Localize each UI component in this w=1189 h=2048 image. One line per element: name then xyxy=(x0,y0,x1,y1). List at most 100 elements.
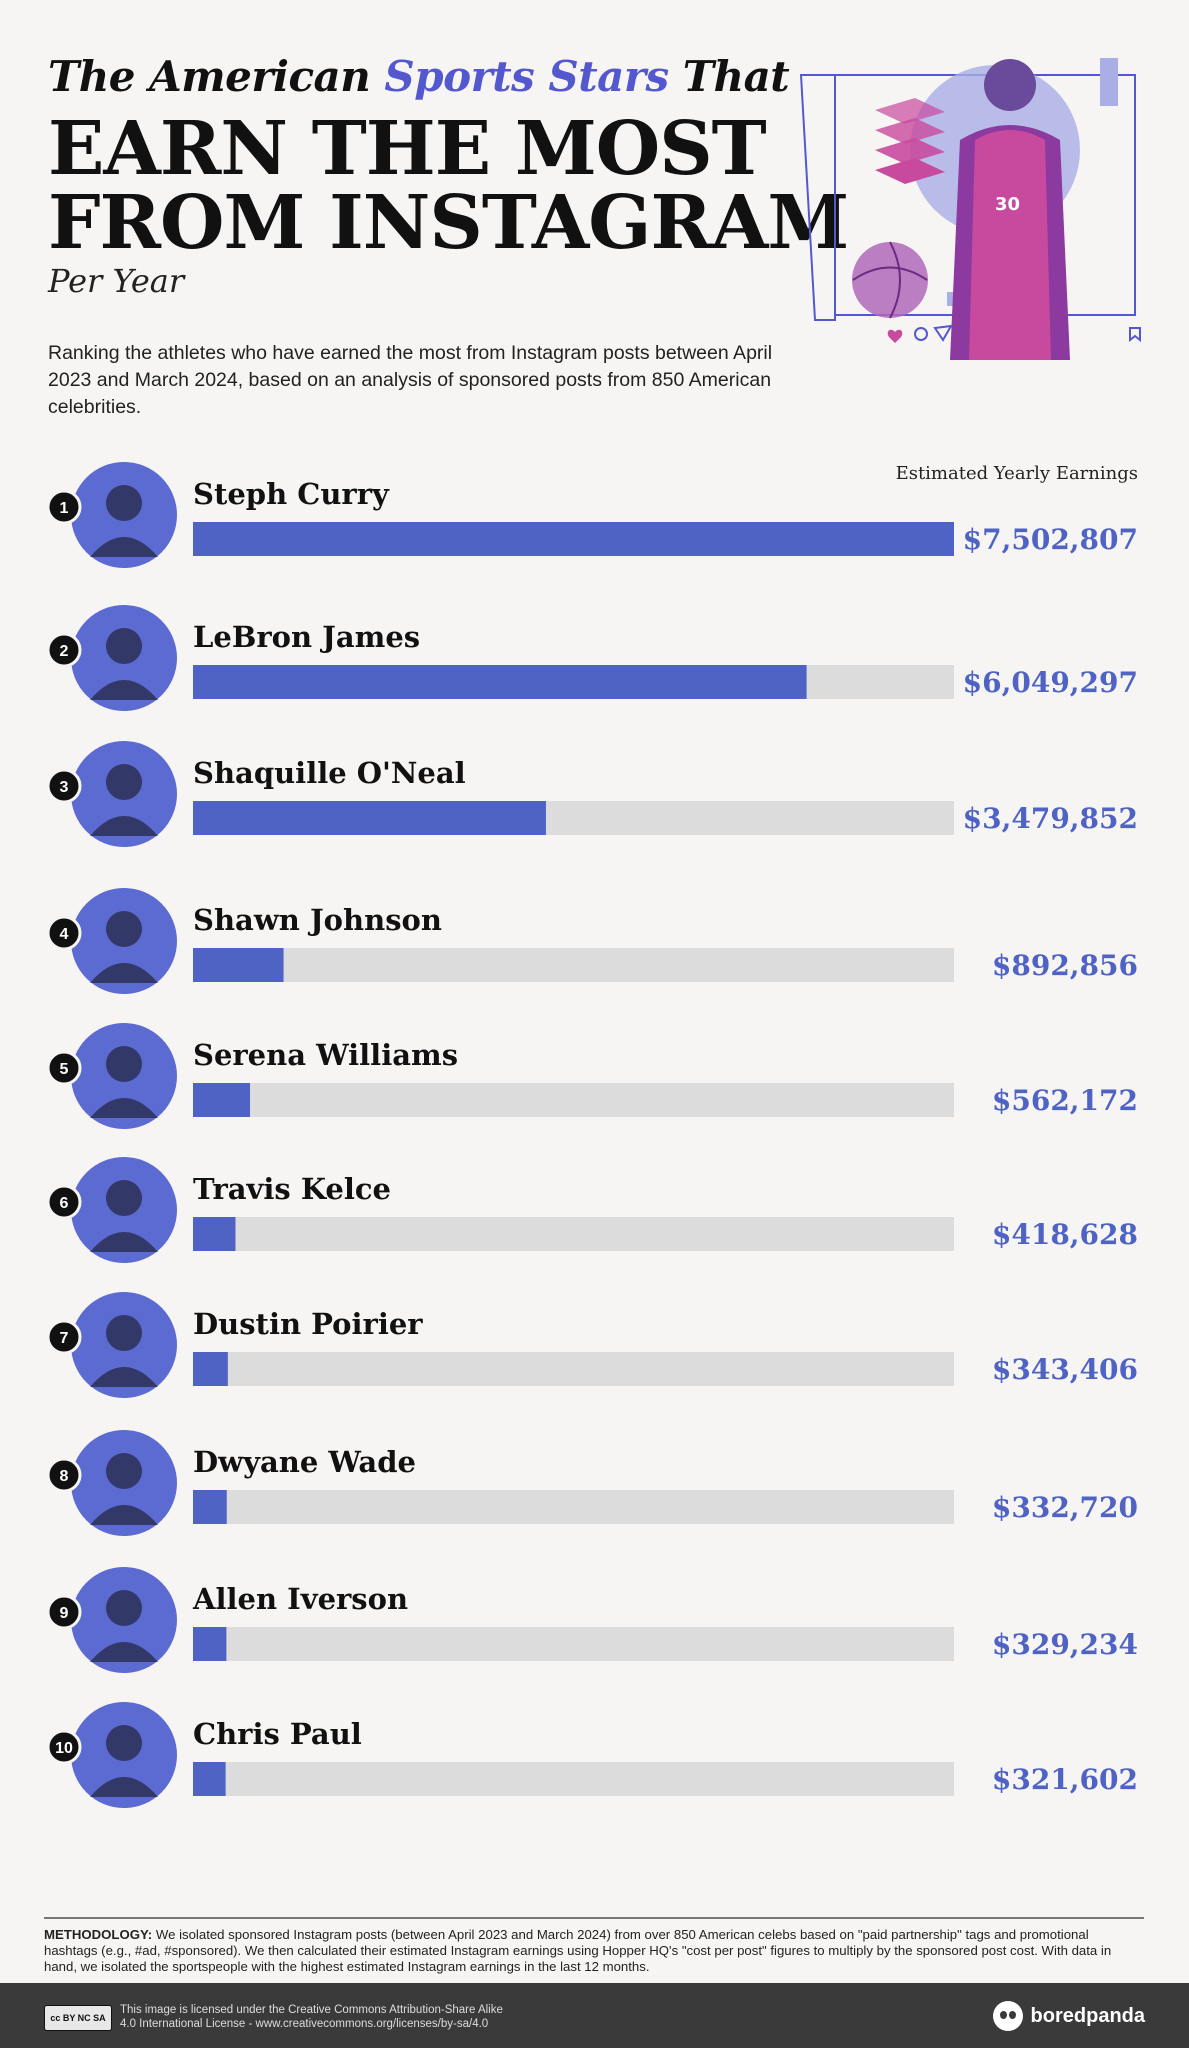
value-label: $329,234 xyxy=(992,1628,1138,1661)
avatar-head xyxy=(106,485,142,521)
rank-number: 2 xyxy=(60,643,69,660)
avatar-head xyxy=(106,764,142,800)
value-label: $343,406 xyxy=(992,1353,1138,1386)
bar xyxy=(193,1083,251,1117)
title-prefix: The American xyxy=(48,52,371,101)
avatar-head xyxy=(106,911,142,947)
athlete-name: Chris Paul xyxy=(193,1717,362,1751)
earnings-label: Estimated Yearly Earnings xyxy=(895,463,1138,484)
bar xyxy=(193,1490,227,1524)
avatar-shoulders xyxy=(90,1367,158,1387)
rank-number: 1 xyxy=(60,500,69,517)
title-suffix: That xyxy=(682,52,790,101)
rank-badge xyxy=(46,915,82,951)
bar xyxy=(193,1627,227,1661)
footer: cc BY NC SA This image is licensed under… xyxy=(0,1983,1189,2048)
athlete-name: Allen Iverson xyxy=(192,1582,408,1616)
rank-badge xyxy=(46,1594,82,1630)
value-label: $321,602 xyxy=(992,1763,1138,1796)
title-line-3: FROM INSTAGRAM xyxy=(48,180,849,266)
avatar-head xyxy=(106,1046,142,1082)
methodology-text: We isolated sponsored Instagram posts (b… xyxy=(44,1927,1112,1974)
avatar-head xyxy=(106,1725,142,1761)
bar xyxy=(193,665,807,699)
bar xyxy=(193,1762,226,1796)
avatar-shoulders xyxy=(90,1098,158,1118)
title-line-2: EARN THE MOST xyxy=(48,106,767,192)
avatar-shoulders xyxy=(90,1505,158,1525)
bar-track xyxy=(193,1083,954,1117)
athlete-name: Dwyane Wade xyxy=(193,1445,416,1479)
bar xyxy=(193,1217,236,1251)
cc-license-icon: cc BY NC SA xyxy=(44,2005,112,2031)
rank-badge xyxy=(46,1729,82,1765)
rank-badge xyxy=(46,1457,82,1493)
avatar-shoulders xyxy=(90,816,158,836)
athlete-figure: 30 xyxy=(950,59,1070,360)
avatar-head xyxy=(106,1453,142,1489)
rank-number: 3 xyxy=(60,779,69,796)
comment-icon xyxy=(914,327,928,341)
methodology-label: METHODOLOGY: xyxy=(44,1927,153,1942)
rank-badge xyxy=(46,489,82,525)
rank-number: 8 xyxy=(60,1468,69,1485)
avatar-shoulders xyxy=(90,1232,158,1252)
rank-number: 6 xyxy=(60,1195,69,1212)
value-label: $6,049,297 xyxy=(963,666,1138,699)
bookmark-icon xyxy=(1129,327,1141,343)
brand-name: boredpanda xyxy=(1030,2004,1145,2027)
value-label: $332,720 xyxy=(992,1491,1138,1524)
athlete-name: Shaquille O'Neal xyxy=(193,756,466,790)
bar-track xyxy=(193,948,954,982)
license-line-2: 4.0 International License - www.creative… xyxy=(120,2018,489,2030)
rank-number: 7 xyxy=(60,1330,69,1347)
subtitle: Per Year xyxy=(48,262,185,300)
value-label: $562,172 xyxy=(992,1084,1138,1117)
rank-number: 10 xyxy=(55,1740,73,1757)
hero-illustration: 30 xyxy=(799,58,1141,360)
send-icon xyxy=(933,324,953,342)
rank-badge xyxy=(46,768,82,804)
bar xyxy=(193,1352,228,1386)
description: Ranking the athletes who have earned the… xyxy=(48,342,773,418)
basketball-icon xyxy=(852,242,928,318)
bar-track xyxy=(193,1217,954,1251)
rank-badge xyxy=(46,1184,82,1220)
license-text: This image is licensed under the Creativ… xyxy=(120,2003,600,2031)
bar xyxy=(193,522,954,556)
value-label: $418,628 xyxy=(992,1218,1138,1251)
avatar-shoulders xyxy=(90,537,158,557)
value-label: $892,856 xyxy=(992,949,1138,982)
bar-track xyxy=(193,1490,954,1524)
athlete-name: Travis Kelce xyxy=(193,1172,391,1206)
brand-logo: boredpanda xyxy=(992,2001,1145,2031)
title-accent: Sports Stars xyxy=(384,52,669,101)
bar-track xyxy=(193,1352,954,1386)
svg-text:30: 30 xyxy=(995,194,1020,215)
rank-number: 4 xyxy=(60,926,69,943)
methodology: METHODOLOGY: We isolated sponsored Insta… xyxy=(44,1917,1144,1975)
athlete-name: LeBron James xyxy=(193,620,420,654)
bar xyxy=(193,801,546,835)
rank-number: 5 xyxy=(60,1061,69,1078)
avatar-shoulders xyxy=(90,1642,158,1662)
avatar-head xyxy=(106,628,142,664)
bar-track xyxy=(193,1627,954,1661)
hero-icons xyxy=(887,324,1141,343)
rank-badge xyxy=(46,1319,82,1355)
rank-badge xyxy=(46,1050,82,1086)
money-stack-icon xyxy=(875,98,945,184)
athlete-name: Steph Curry xyxy=(193,477,390,511)
bar-chart: 1 Steph Curry $7,502,807 2 LeBron James $6,04… xyxy=(46,462,1138,1808)
panda-icon xyxy=(992,2001,1023,2031)
title-line-1: The American Sports Stars That xyxy=(48,52,790,101)
value-label: $7,502,807 xyxy=(963,523,1138,556)
avatar-shoulders xyxy=(90,963,158,983)
rank-badge xyxy=(46,632,82,668)
bar-track xyxy=(193,1762,954,1796)
bar xyxy=(193,948,284,982)
avatar-shoulders xyxy=(90,1777,158,1797)
athlete-name: Serena Williams xyxy=(193,1038,458,1072)
rank-number: 9 xyxy=(60,1605,69,1622)
athlete-name: Dustin Poirier xyxy=(193,1307,423,1341)
